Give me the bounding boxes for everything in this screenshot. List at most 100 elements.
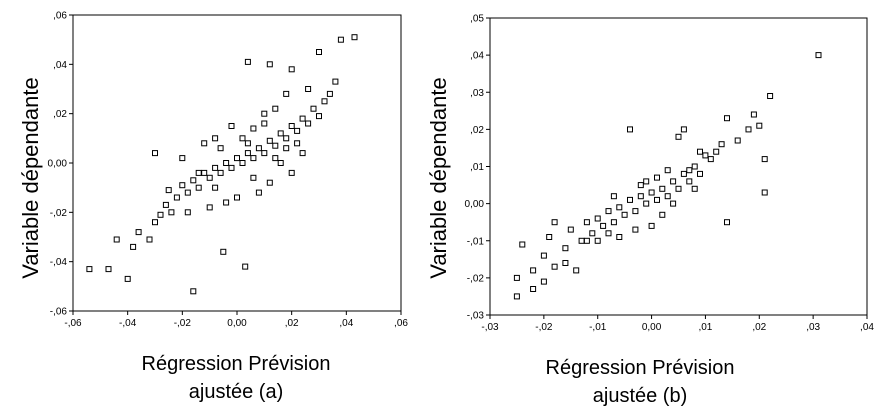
data-point bbox=[713, 148, 720, 155]
y-tick-label: 0,00 bbox=[48, 159, 68, 170]
plot-frame-b bbox=[489, 17, 868, 316]
data-point bbox=[135, 229, 142, 236]
y-tick-label: ,03 bbox=[470, 88, 484, 99]
data-point bbox=[152, 150, 158, 157]
y-axis-label-a: Variable dépendante bbox=[18, 77, 43, 278]
data-point bbox=[600, 222, 607, 229]
data-point bbox=[321, 98, 328, 105]
data-point bbox=[288, 169, 295, 176]
data-point bbox=[594, 215, 601, 222]
x-tick-label: 0,00 bbox=[227, 318, 247, 329]
y-tick-label: -,06 bbox=[50, 307, 68, 318]
data-point bbox=[519, 241, 526, 248]
data-point bbox=[223, 160, 230, 166]
data-point bbox=[190, 177, 197, 184]
data-point bbox=[686, 178, 693, 185]
x-ticks-a: -,06 -,04 -,02 0,00 ,02 ,04 ,06 bbox=[64, 311, 408, 329]
data-point bbox=[648, 189, 655, 196]
data-point bbox=[234, 194, 240, 201]
data-point bbox=[567, 226, 574, 233]
y-tick-label: -,01 bbox=[467, 236, 485, 247]
y-tick-label: ,02 bbox=[53, 109, 67, 120]
data-point bbox=[113, 236, 120, 243]
data-point bbox=[184, 189, 191, 196]
data-point bbox=[589, 230, 596, 237]
data-point bbox=[605, 230, 612, 237]
data-point bbox=[201, 169, 208, 176]
data-point bbox=[152, 219, 158, 226]
data-point bbox=[654, 196, 660, 203]
y-tick-label: ,01 bbox=[470, 162, 484, 173]
data-point bbox=[124, 275, 131, 282]
data-point bbox=[261, 150, 268, 157]
data-point bbox=[179, 182, 186, 189]
data-point bbox=[632, 226, 639, 233]
x-tick-label: ,03 bbox=[806, 322, 820, 333]
data-point bbox=[551, 263, 558, 270]
chart-b: -,03 -,02 -,01 0,00 ,01 ,02 ,03 ,04 ,05 -,03 -,02… bbox=[426, 14, 874, 408]
data-point bbox=[745, 126, 752, 133]
data-point bbox=[530, 286, 537, 292]
data-point bbox=[272, 155, 279, 162]
x-tick-label: ,04 bbox=[339, 318, 353, 329]
data-point bbox=[707, 156, 714, 163]
data-point bbox=[105, 266, 112, 273]
y-tick-label: -,02 bbox=[467, 273, 485, 284]
data-point bbox=[244, 58, 251, 65]
y-tick-label: 0,00 bbox=[465, 199, 485, 210]
data-point bbox=[288, 66, 295, 73]
x-ticks-b: -,03 -,02 -,01 0,00 ,01 ,02 ,03 ,04 bbox=[481, 315, 874, 333]
data-point bbox=[664, 167, 671, 174]
data-point bbox=[266, 61, 273, 68]
data-point bbox=[217, 145, 224, 152]
data-point bbox=[255, 145, 262, 152]
data-point bbox=[659, 185, 666, 192]
data-point bbox=[756, 122, 763, 129]
data-point bbox=[654, 174, 660, 181]
x-tick-label: -,01 bbox=[589, 322, 607, 333]
data-point bbox=[326, 90, 333, 97]
x-tick-label: ,01 bbox=[698, 322, 712, 333]
data-point bbox=[583, 219, 590, 226]
data-point bbox=[201, 140, 208, 147]
y-tick-label: ,05 bbox=[470, 14, 484, 25]
data-point bbox=[157, 211, 164, 218]
data-point bbox=[239, 160, 246, 166]
data-point bbox=[664, 193, 671, 200]
data-point bbox=[299, 115, 306, 122]
data-point bbox=[761, 156, 768, 163]
data-point bbox=[616, 234, 623, 240]
data-point bbox=[680, 126, 687, 133]
x-tick-label: -,02 bbox=[174, 318, 192, 329]
x-axis-label-a-line1: Régression Prévision bbox=[142, 353, 331, 375]
data-point bbox=[578, 237, 585, 244]
x-tick-label: ,02 bbox=[752, 322, 766, 333]
data-point bbox=[594, 237, 601, 244]
data-point bbox=[217, 169, 224, 176]
data-point bbox=[670, 200, 677, 207]
data-point bbox=[146, 236, 153, 243]
data-point bbox=[562, 260, 569, 266]
data-point bbox=[583, 237, 590, 244]
data-point bbox=[724, 115, 730, 122]
data-point bbox=[702, 152, 709, 159]
data-point bbox=[643, 178, 650, 185]
data-point bbox=[637, 193, 644, 200]
data-point bbox=[643, 200, 650, 207]
data-point bbox=[184, 209, 191, 216]
data-point bbox=[244, 150, 251, 157]
data-point bbox=[680, 170, 687, 177]
data-point bbox=[691, 163, 698, 170]
data-point bbox=[179, 155, 186, 162]
data-point bbox=[261, 110, 268, 117]
data-point bbox=[255, 189, 262, 196]
data-point bbox=[195, 184, 202, 191]
x-tick-label: -,02 bbox=[535, 322, 553, 333]
data-point bbox=[670, 178, 677, 185]
data-point bbox=[734, 137, 741, 144]
data-point bbox=[697, 148, 703, 155]
data-point bbox=[627, 126, 633, 133]
data-point bbox=[277, 130, 284, 137]
x-tick-label: 0,00 bbox=[642, 322, 662, 333]
data-point bbox=[86, 266, 93, 273]
